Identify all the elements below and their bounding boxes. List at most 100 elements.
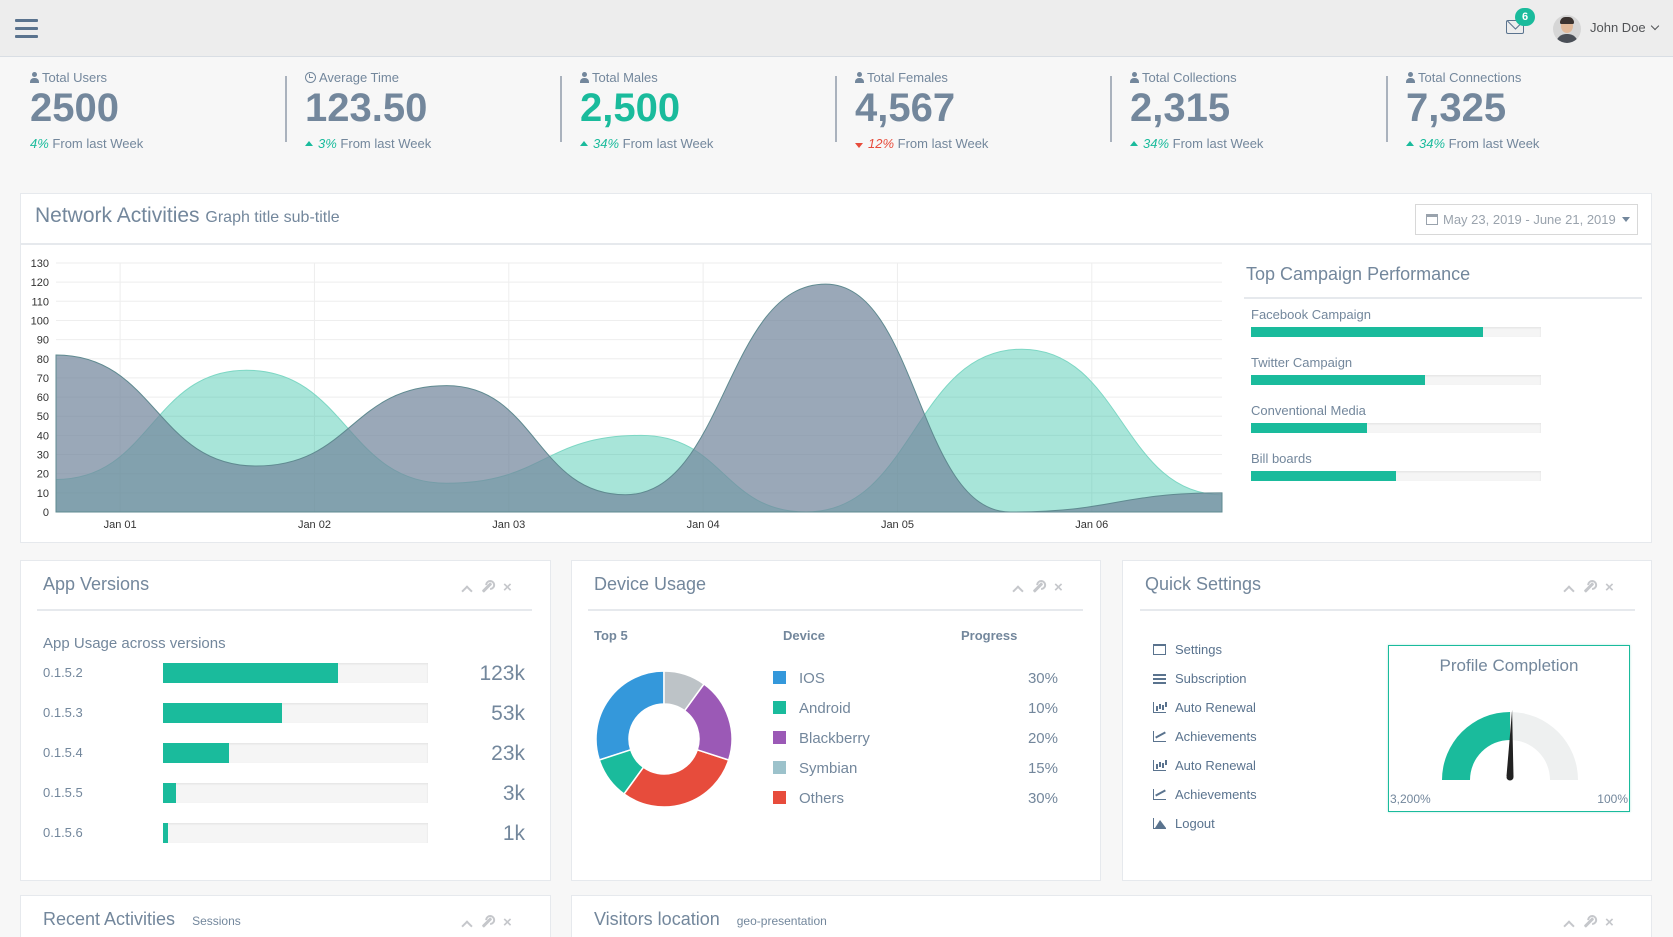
menu-toggle-icon[interactable] bbox=[15, 19, 38, 39]
quick-setting-item[interactable]: Achievements bbox=[1153, 729, 1257, 744]
version-progress-fill bbox=[163, 823, 169, 843]
campaign-progress-fill bbox=[1251, 471, 1396, 481]
campaign-progress-fill bbox=[1251, 327, 1483, 337]
device-usage-title: Device Usage bbox=[594, 574, 707, 594]
quick-setting-label: Achievements bbox=[1175, 787, 1257, 802]
wrench-icon[interactable] bbox=[1583, 917, 1595, 928]
tile-divider bbox=[1386, 76, 1388, 142]
close-icon[interactable]: × bbox=[1054, 579, 1063, 596]
network-divider bbox=[20, 243, 1652, 245]
arrow-up-icon bbox=[580, 141, 588, 146]
quick-setting-item[interactable]: Achievements bbox=[1153, 787, 1257, 802]
col-progress: Progress bbox=[961, 628, 1018, 643]
device-row: Symbian bbox=[773, 760, 857, 777]
version-progress-bar bbox=[163, 823, 428, 843]
tile-label: Total Collections bbox=[1130, 70, 1237, 85]
quick-setting-item[interactable]: Logout bbox=[1153, 816, 1215, 831]
device-usage-panel bbox=[571, 560, 1101, 881]
calendar-icon bbox=[1426, 214, 1438, 225]
quick-setting-label: Auto Renewal bbox=[1175, 758, 1256, 773]
tile-change-percent: 34% bbox=[593, 136, 620, 151]
tile-value: 2500 bbox=[30, 86, 119, 130]
collapse-icon[interactable] bbox=[461, 920, 473, 932]
quick-setting-item[interactable]: Auto Renewal bbox=[1153, 758, 1256, 773]
avatar[interactable] bbox=[1553, 15, 1581, 43]
collapse-icon[interactable] bbox=[1563, 920, 1575, 932]
x-tick-label: Jan 05 bbox=[881, 519, 914, 531]
close-icon[interactable]: × bbox=[503, 914, 512, 931]
visitors-location-panel bbox=[571, 895, 1652, 937]
app-versions-title: App Versions bbox=[43, 574, 150, 594]
user-menu[interactable]: John Doe bbox=[1590, 20, 1660, 35]
close-icon[interactable]: × bbox=[1605, 914, 1614, 931]
wrench-icon[interactable] bbox=[481, 582, 493, 593]
device-donut-chart bbox=[595, 670, 733, 808]
wrench-icon[interactable] bbox=[1032, 582, 1044, 593]
close-icon[interactable]: × bbox=[1605, 579, 1614, 596]
stat-tile: Average Time 123.50 3% From last Week bbox=[305, 68, 565, 158]
app-usage-subtitle: App Usage across versions bbox=[43, 635, 226, 652]
campaign-label: Bill boards bbox=[1251, 451, 1312, 466]
date-range-picker[interactable]: May 23, 2019 - June 21, 2019 bbox=[1415, 204, 1638, 235]
user-icon bbox=[1406, 72, 1415, 83]
device-percent: 10% bbox=[1027, 700, 1058, 717]
tile-value: 123.50 bbox=[305, 86, 428, 130]
legend-swatch bbox=[773, 761, 786, 774]
legend-swatch bbox=[773, 791, 786, 804]
version-value: 53k bbox=[491, 702, 525, 725]
collapse-icon[interactable] bbox=[461, 585, 473, 597]
tile-change-text: From last Week bbox=[897, 136, 989, 151]
device-row: IOS bbox=[773, 670, 825, 687]
bar-chart-icon bbox=[1153, 702, 1166, 713]
version-value: 3k bbox=[502, 782, 525, 805]
tile-change-text: From last Week bbox=[1448, 136, 1540, 151]
x-tick-label: Jan 06 bbox=[1075, 519, 1108, 531]
line-chart-icon bbox=[1153, 731, 1166, 742]
device-name: Android bbox=[799, 700, 851, 717]
collapse-icon[interactable] bbox=[1012, 585, 1024, 597]
top-nav: 6 John Doe bbox=[0, 0, 1673, 57]
device-row: Android bbox=[773, 700, 851, 717]
tile-label: Total Connections bbox=[1406, 70, 1521, 85]
device-row: Others bbox=[773, 790, 844, 807]
version-progress-bar bbox=[163, 703, 428, 723]
tile-value: 4,567 bbox=[855, 86, 956, 130]
caret-down-icon bbox=[1621, 217, 1630, 222]
tile-label: Total Females bbox=[855, 70, 948, 85]
campaign-progress-bar bbox=[1251, 471, 1541, 481]
campaign-progress-bar bbox=[1251, 327, 1541, 337]
tile-label: Average Time bbox=[305, 70, 399, 85]
quick-setting-item[interactable]: Subscription bbox=[1153, 671, 1247, 686]
tile-label: Total Users bbox=[30, 70, 107, 85]
legend-swatch bbox=[773, 701, 786, 714]
wrench-icon[interactable] bbox=[1583, 582, 1595, 593]
device-usage-divider bbox=[588, 609, 1083, 611]
tile-value: 2,500 bbox=[580, 86, 681, 130]
y-tick-label: 90 bbox=[37, 335, 49, 347]
quick-setting-item[interactable]: Auto Renewal bbox=[1153, 700, 1256, 715]
tile-label-text: Total Users bbox=[42, 70, 108, 85]
donut-slice bbox=[663, 670, 706, 712]
arrow-up-icon bbox=[1406, 141, 1414, 146]
stat-tile: Total Males 2,500 34% From last Week bbox=[580, 68, 840, 158]
legend-swatch bbox=[773, 671, 786, 684]
area-chart-icon bbox=[1153, 818, 1166, 829]
tile-change-text: From last Week bbox=[52, 136, 144, 151]
collapse-icon[interactable] bbox=[1563, 585, 1575, 597]
device-name: Symbian bbox=[799, 760, 858, 777]
device-name: Blackberry bbox=[799, 730, 870, 747]
close-icon[interactable]: × bbox=[503, 579, 512, 596]
wrench-icon[interactable] bbox=[481, 917, 493, 928]
user-icon bbox=[30, 72, 39, 83]
arrow-up-icon bbox=[1130, 141, 1138, 146]
campaign-progress-bar bbox=[1251, 375, 1541, 385]
device-name: IOS bbox=[799, 670, 825, 687]
campaign-title: Top Campaign Performance bbox=[1246, 264, 1471, 284]
quick-setting-item[interactable]: Settings bbox=[1153, 642, 1222, 657]
y-tick-label: 80 bbox=[37, 354, 49, 366]
tile-label-text: Total Collections bbox=[1142, 70, 1237, 85]
app-versions-divider bbox=[37, 609, 532, 611]
profile-completion-gauge bbox=[1442, 710, 1578, 781]
gauge-max-label: 100% bbox=[1597, 792, 1628, 806]
y-tick-label: 50 bbox=[37, 411, 49, 423]
